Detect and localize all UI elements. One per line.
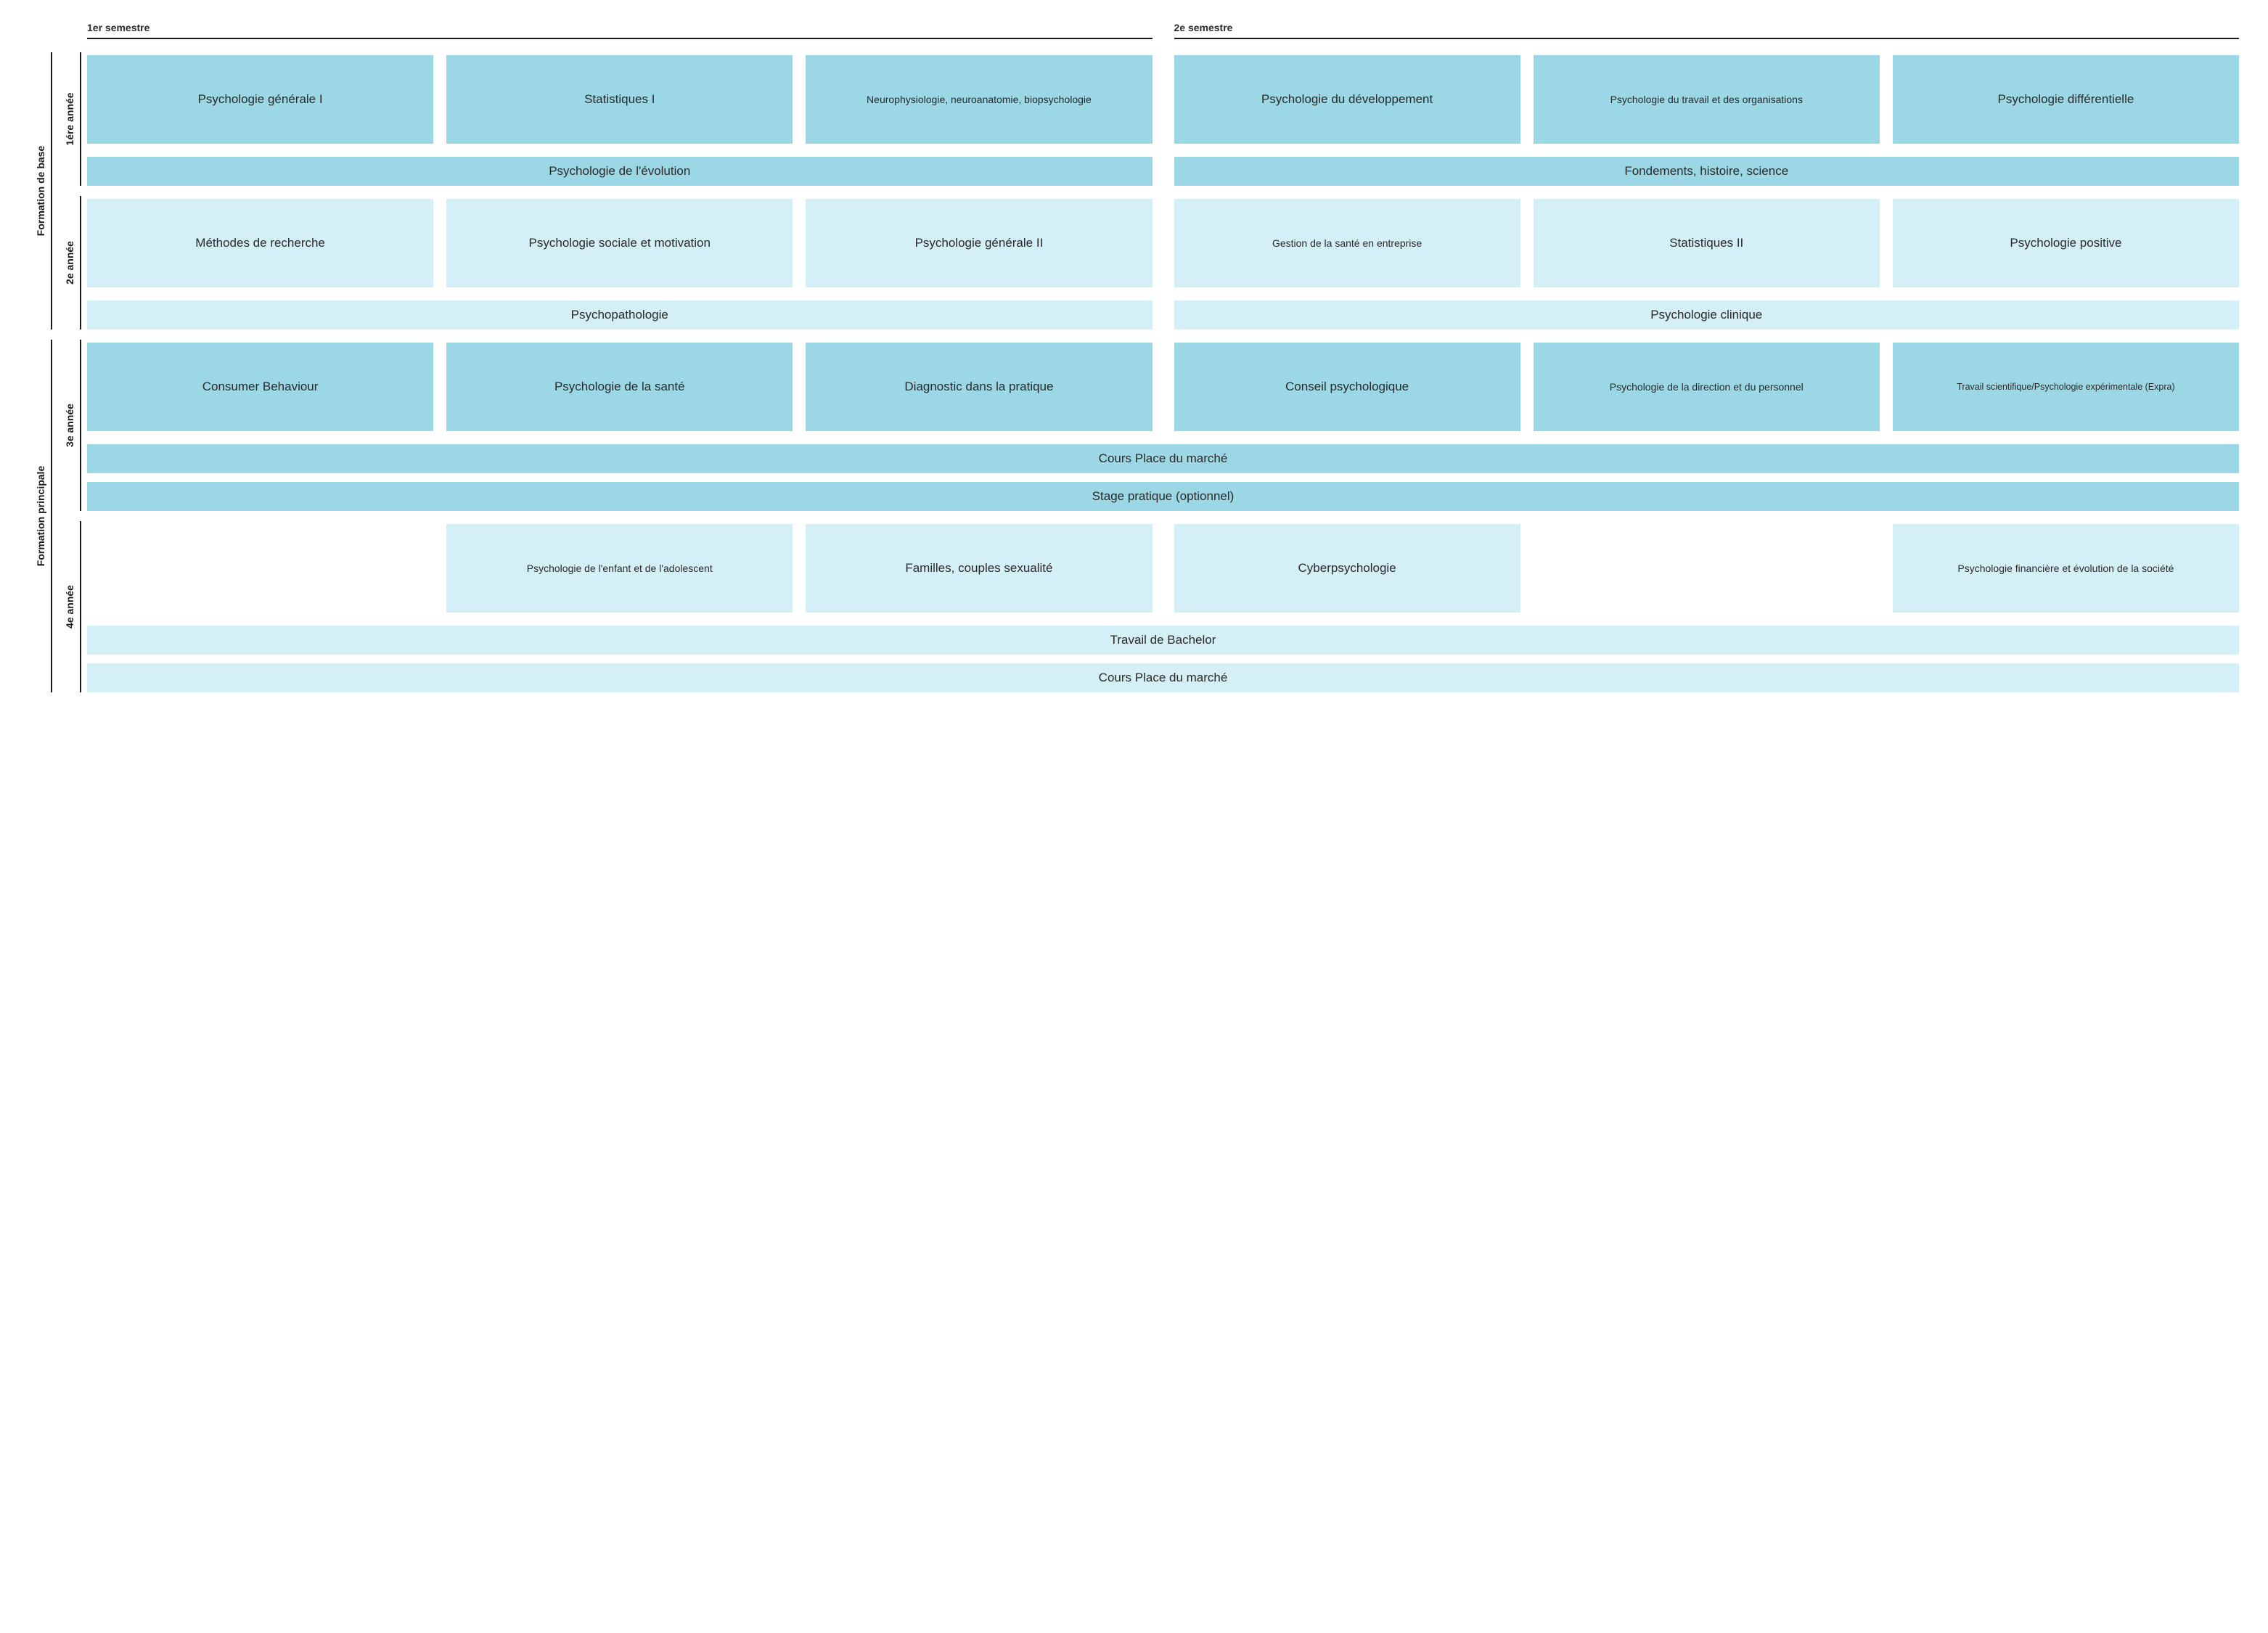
- course-box: Psychologie du travail et des organisati…: [1534, 55, 1880, 144]
- semester-2-courses: Cyberpsychologie Psychologie financière e…: [1174, 524, 2240, 613]
- full-width-bar: Cours Place du marché: [87, 444, 2239, 473]
- semester-headers: 1er semestre 2e semestre: [87, 22, 2239, 39]
- year-bracket: [80, 52, 81, 186]
- course-box: Statistiques I: [446, 55, 793, 144]
- year-block-1: Psychologie générale IStatistiques INeur…: [87, 42, 2239, 186]
- course-row: Méthodes de recherchePsychologie sociale…: [87, 199, 2239, 287]
- course-box: Familles, couples sexualité: [806, 524, 1152, 613]
- semester-1-courses: Psychologie de l'enfant et de l'adolesce…: [87, 524, 1153, 613]
- bar-row: Cours Place du marché: [87, 663, 2239, 692]
- course-box: Psychologie de la santé: [446, 343, 793, 431]
- year-bars: Psychopathologie Psychologie clinique: [87, 300, 2239, 330]
- course-box: Psychologie générale II: [806, 199, 1152, 287]
- semester-2-bar: Fondements, histoire, science: [1174, 157, 2240, 186]
- course-box: Gestion de la santé en entreprise: [1174, 199, 1520, 287]
- year-label: 1ére année: [64, 92, 75, 145]
- semester-2-courses: Gestion de la santé en entrepriseStatist…: [1174, 199, 2240, 287]
- year-label-column: 1ére année 2e année 3e année 4e année: [58, 22, 81, 692]
- course-box: Consumer Behaviour: [87, 343, 433, 431]
- phase-bracket: [51, 52, 52, 330]
- semester-2-courses: Psychologie du développementPsychologie …: [1174, 55, 2240, 144]
- bar-row: Cours Place du marché: [87, 444, 2239, 473]
- year-label: 3e année: [64, 404, 75, 447]
- bar-row: Psychopathologie Psychologie clinique: [87, 300, 2239, 330]
- course-box: Diagnostic dans la pratique: [806, 343, 1152, 431]
- course-box: [1534, 524, 1880, 613]
- full-width-bar: Stage pratique (optionnel): [87, 482, 2239, 511]
- semester-2-courses: Conseil psychologiquePsychologie de la d…: [1174, 343, 2240, 431]
- phase-label-column: Formation de base Formation principale: [29, 22, 52, 692]
- semester-1-bar: Psychopathologie: [87, 300, 1153, 330]
- bar-row: Stage pratique (optionnel): [87, 482, 2239, 511]
- semester-2-header: 2e semestre: [1174, 22, 2240, 39]
- course-box: Psychologie du développement: [1174, 55, 1520, 144]
- years-container: Psychologie générale IStatistiques INeur…: [87, 42, 2239, 692]
- course-box: Psychologie de la direction et du person…: [1534, 343, 1880, 431]
- course-box: Psychologie différentielle: [1893, 55, 2239, 144]
- curriculum-diagram: Formation de base Formation principale 1é…: [29, 22, 2239, 692]
- phase-bracket: [51, 340, 52, 692]
- curriculum-content: 1er semestre 2e semestre Psychologie gén…: [87, 22, 2239, 692]
- year-label: 2e année: [64, 241, 75, 285]
- course-box: Statistiques II: [1534, 199, 1880, 287]
- bar-row: Travail de Bachelor: [87, 626, 2239, 655]
- course-box: Conseil psychologique: [1174, 343, 1520, 431]
- course-box: Psychologie générale I: [87, 55, 433, 144]
- course-box: Travail scientifique/Psychologie expérim…: [1893, 343, 2239, 431]
- course-box: Méthodes de recherche: [87, 199, 433, 287]
- full-width-bar: Travail de Bachelor: [87, 626, 2239, 655]
- year-label: 4e année: [64, 585, 75, 629]
- year-block-3: Consumer BehaviourPsychologie de la sant…: [87, 330, 2239, 511]
- course-box: Psychologie positive: [1893, 199, 2239, 287]
- course-box: Psychologie financière et évolution de l…: [1893, 524, 2239, 613]
- year-bars: Cours Place du marché Stage pratique (opt…: [87, 444, 2239, 511]
- semester-1-bar: Psychologie de l'évolution: [87, 157, 1153, 186]
- course-box: Cyberpsychologie: [1174, 524, 1520, 613]
- course-row: Psychologie de l'enfant et de l'adolesce…: [87, 524, 2239, 613]
- phase-label: Formation principale: [35, 466, 46, 566]
- year-block-4: Psychologie de l'enfant et de l'adolesce…: [87, 511, 2239, 692]
- course-box: Psychologie de l'enfant et de l'adolesce…: [446, 524, 793, 613]
- year-bracket: [80, 521, 81, 692]
- full-width-bar: Cours Place du marché: [87, 663, 2239, 692]
- semester-1-courses: Consumer BehaviourPsychologie de la sant…: [87, 343, 1153, 431]
- year-bracket: [80, 340, 81, 511]
- semester-1-courses: Psychologie générale IStatistiques INeur…: [87, 55, 1153, 144]
- year-bars: Psychologie de l'évolution Fondements, hi…: [87, 157, 2239, 186]
- course-row: Psychologie générale IStatistiques INeur…: [87, 55, 2239, 144]
- year-bracket: [80, 196, 81, 330]
- year-bars: Travail de Bachelor Cours Place du marché: [87, 626, 2239, 692]
- phase-label: Formation de base: [35, 146, 46, 236]
- year-block-2: Méthodes de recherchePsychologie sociale…: [87, 186, 2239, 330]
- course-box: Psychologie sociale et motivation: [446, 199, 793, 287]
- semester-1-header: 1er semestre: [87, 22, 1153, 39]
- course-box: [87, 524, 433, 613]
- semester-1-courses: Méthodes de recherchePsychologie sociale…: [87, 199, 1153, 287]
- course-row: Consumer BehaviourPsychologie de la sant…: [87, 343, 2239, 431]
- course-box: Neurophysiologie, neuroanatomie, biopsyc…: [806, 55, 1152, 144]
- semester-2-bar: Psychologie clinique: [1174, 300, 2240, 330]
- bar-row: Psychologie de l'évolution Fondements, hi…: [87, 157, 2239, 186]
